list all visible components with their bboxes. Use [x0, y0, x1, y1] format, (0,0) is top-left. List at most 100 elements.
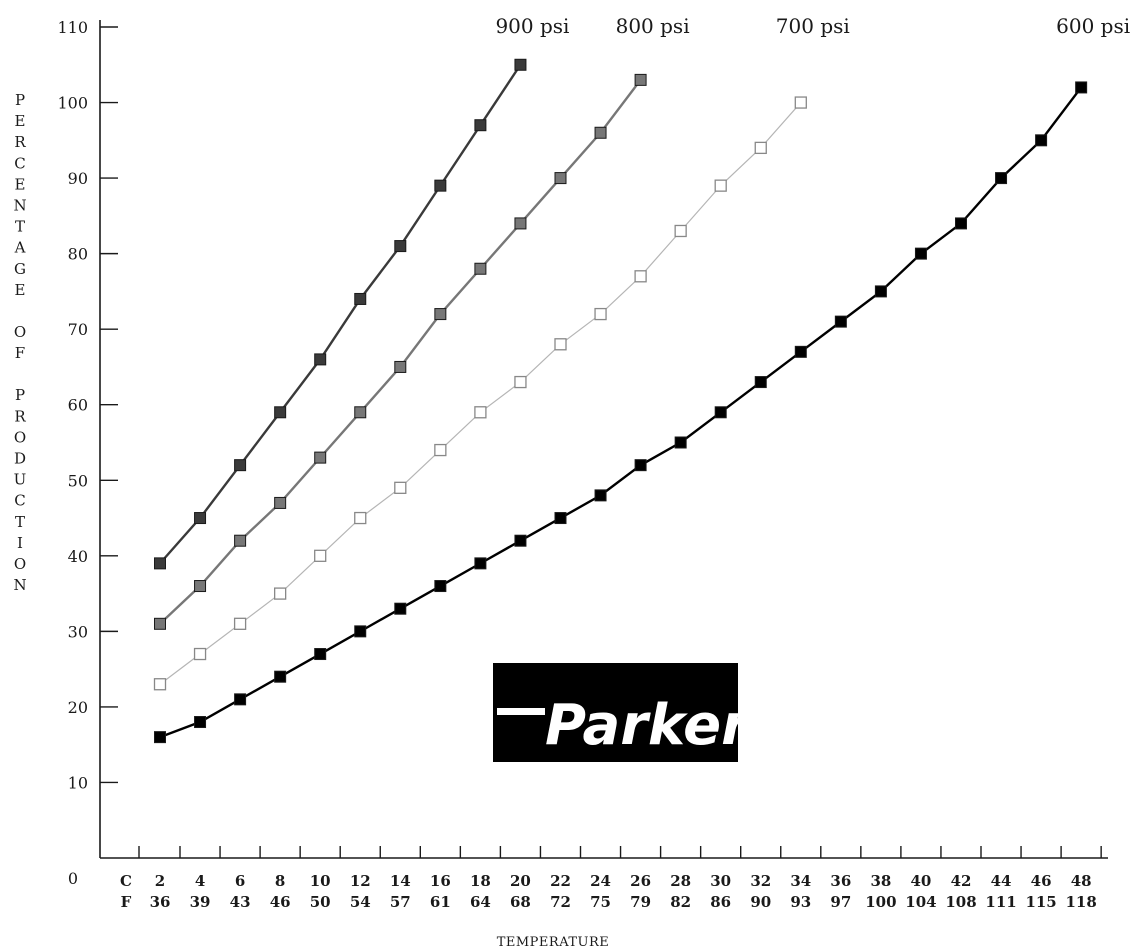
data-point [514, 375, 527, 389]
y-axis-title-letter: O [14, 323, 26, 341]
y-axis-title-letter: E [15, 112, 26, 130]
data-point [354, 292, 367, 305]
data-point [394, 481, 407, 494]
x-tick-label-celsius: 28 [670, 872, 691, 890]
data-point [314, 549, 327, 562]
x-tick-label-celsius: 2 [155, 872, 165, 890]
y-tick-label: 90 [68, 169, 88, 188]
x-tick-label-celsius: 20 [510, 872, 531, 890]
data-point [914, 247, 927, 260]
x-tick-label-celsius: 46 [1031, 872, 1052, 890]
x-tick-label-celsius: 40 [911, 872, 932, 890]
data-point [594, 307, 607, 321]
y-axis-title-letter: T [15, 218, 25, 236]
data-point [233, 617, 247, 630]
series-line [159, 64, 522, 565]
series-700-psi [153, 96, 807, 691]
y-axis-title-letter: E [15, 281, 26, 299]
series-line [159, 102, 802, 685]
data-point [394, 602, 407, 615]
x-tick-label-celsius: 8 [275, 872, 285, 890]
y-tick-label: 110 [57, 18, 88, 37]
data-point [514, 217, 527, 230]
series-label: 700 psi [776, 14, 850, 38]
y-axis-title-letter: E [15, 175, 26, 193]
data-point [594, 126, 607, 139]
x-tick-label-celsius: 24 [590, 872, 611, 890]
series-600-psi [154, 81, 1088, 744]
data-point [474, 262, 487, 275]
x-tick-label-celsius: 32 [750, 872, 771, 890]
x-axis-ticks: CF 2 36 4 39 6 43 8 46 10 50 12 54 14 57 16 61 18 64 20 68 22… [120, 846, 1102, 911]
x-tick-label-fahrenheit: 75 [590, 893, 611, 911]
data-point [474, 406, 487, 419]
x-tick-label-celsius: 26 [630, 872, 651, 890]
y-axis-title-letter: U [14, 471, 27, 489]
x-tick-label-fahrenheit: 68 [510, 893, 531, 911]
data-point [154, 617, 166, 630]
x-unit-label-c: C [120, 872, 132, 890]
data-point [634, 270, 647, 283]
x-tick-label-fahrenheit: 57 [390, 893, 411, 911]
data-point [714, 406, 727, 419]
logo-stripe [497, 708, 545, 715]
data-point [434, 179, 447, 192]
data-point [634, 73, 647, 86]
x-tick-label-fahrenheit: 54 [350, 893, 371, 911]
series-800-psi [154, 73, 647, 630]
data-point [554, 172, 567, 185]
y-axis-title-letter: T [15, 513, 25, 531]
y-tick-label: 40 [68, 547, 88, 566]
data-point [554, 338, 567, 351]
parker-logo: Parker [493, 663, 752, 762]
y-axis-title-letter: N [13, 197, 26, 215]
data-point [194, 580, 207, 593]
data-point [234, 459, 247, 472]
data-point [193, 647, 207, 661]
data-point [674, 224, 687, 238]
series-line [159, 86, 1083, 739]
data-point [514, 58, 527, 71]
x-tick-label-celsius: 10 [310, 872, 331, 890]
x-tick-label-celsius: 22 [550, 872, 571, 890]
x-tick-label-fahrenheit: 111 [985, 893, 1016, 911]
data-point [234, 693, 247, 706]
x-tick-label-fahrenheit: 72 [550, 893, 571, 911]
data-point [955, 217, 967, 230]
y-tick-label: 0 [68, 869, 78, 888]
x-axis-title: TEMPERATURE [497, 935, 610, 950]
y-axis-title-letter: I [17, 534, 23, 552]
y-tick-label: 70 [68, 320, 88, 339]
x-tick-label-celsius: 14 [390, 872, 411, 890]
series-label: 600 psi [1056, 14, 1130, 38]
y-tick-label: 30 [68, 622, 88, 641]
series-label: 900 psi [495, 14, 569, 38]
x-tick-label-fahrenheit: 43 [230, 893, 251, 911]
data-point [874, 285, 887, 298]
y-axis-title-letter: C [14, 492, 25, 510]
x-tick-label-fahrenheit: 93 [790, 893, 811, 911]
data-point [194, 512, 207, 525]
x-tick-label-celsius: 36 [830, 872, 851, 890]
y-tick-label: 10 [68, 773, 88, 792]
data-point [314, 353, 327, 366]
y-axis-title-letter: C [14, 154, 25, 172]
data-point [1075, 81, 1088, 94]
series-900-psi [154, 58, 527, 570]
x-tick-label-fahrenheit: 90 [750, 893, 771, 911]
data-point [273, 587, 287, 600]
y-axis-ticks: 0 10 20 30 40 50 60 70 80 90 100 110 [57, 18, 118, 888]
x-tick-label-celsius: 16 [430, 872, 451, 890]
y-tick-label: 60 [68, 396, 88, 415]
data-point [154, 557, 166, 570]
data-point [394, 240, 407, 253]
y-axis-title-letter: P [15, 91, 25, 109]
data-point [314, 648, 327, 661]
y-axis-title-letter: G [14, 260, 26, 278]
logo-text: Parker [545, 693, 752, 758]
x-tick-label-fahrenheit: 36 [150, 893, 171, 911]
chart-axes [99, 20, 1108, 859]
series-labels: 900 psi 800 psi 700 psi 600 psi [495, 14, 1130, 38]
x-tick-label-fahrenheit: 104 [905, 893, 936, 911]
data-point [394, 360, 407, 373]
